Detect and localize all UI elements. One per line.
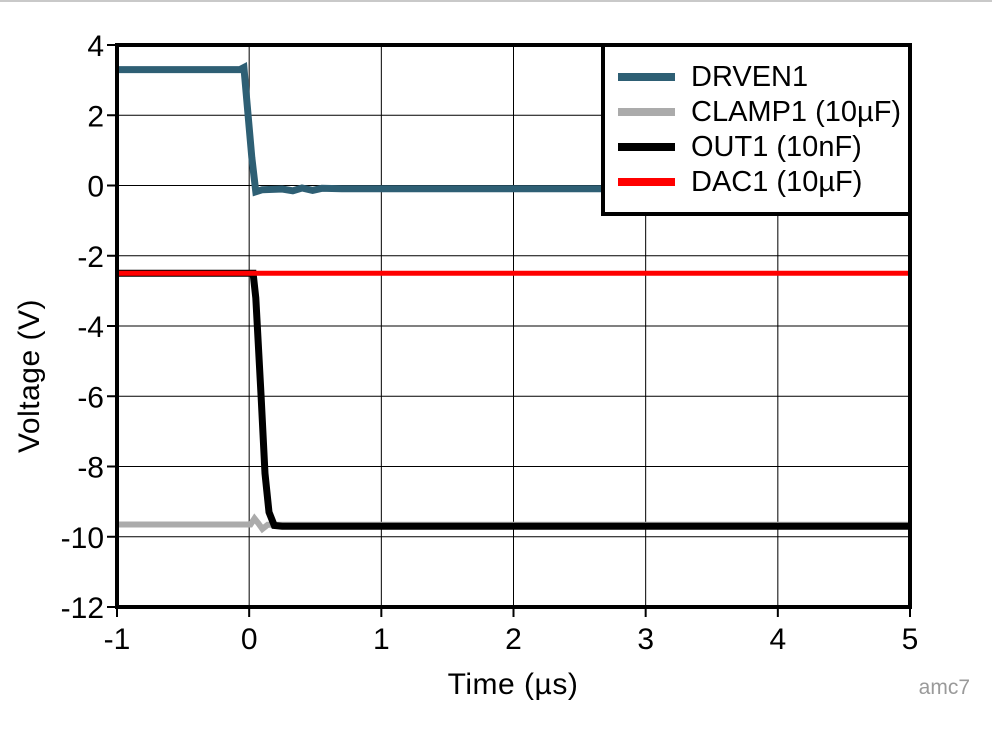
legend-swatch [618,178,675,186]
legend-item-clamp1: CLAMP1 (10µF) [618,95,908,130]
tick-label-y: 4 [87,30,104,63]
trace-clamp1 [117,513,910,534]
tick-label-x: 0 [241,623,258,656]
x-axis-title: Time (µs) [447,668,579,701]
legend-label: OUT1 (10nF) [691,130,862,163]
legend-item-dac1: DAC1 (10µF) [618,165,908,200]
trace-drven1 [117,61,910,197]
legend-label: DAC1 (10µF) [691,165,863,198]
legend-swatch [618,73,675,81]
plot-frame [115,43,912,609]
tick-label-y: -6 [77,381,104,414]
watermark: amc7 [918,676,970,699]
tick-label-x: -1 [104,623,131,656]
tick-label-y: -4 [77,311,104,344]
legend: DRVEN1 CLAMP1 (10µF) OUT1 (10nF) DAC1 (10µF… [601,43,912,216]
tick-label-y: -10 [61,522,104,555]
trace-out1 [117,269,910,530]
tick-label-y: -8 [77,452,104,485]
legend-item-out1: OUT1 (10nF) [618,130,908,165]
tick-label-y: -2 [77,241,104,274]
tick-label-x: 1 [373,623,390,656]
tick-label-x: 2 [505,623,522,656]
tick-label-x: 4 [769,623,786,656]
tick-label-x: 3 [637,623,654,656]
legend-label: CLAMP1 (10µF) [691,95,902,128]
legend-item-drven1: DRVEN1 [618,60,908,95]
tick-label-x: 5 [902,623,919,656]
legend-swatch [618,108,675,116]
legend-swatch [618,143,675,151]
y-axis-title: Voltage (V) [13,299,46,453]
legend-label: DRVEN1 [691,60,809,93]
tick-label-y: 2 [87,100,104,133]
tick-label-y: -12 [61,592,104,625]
tick-label-y: 0 [87,171,104,204]
